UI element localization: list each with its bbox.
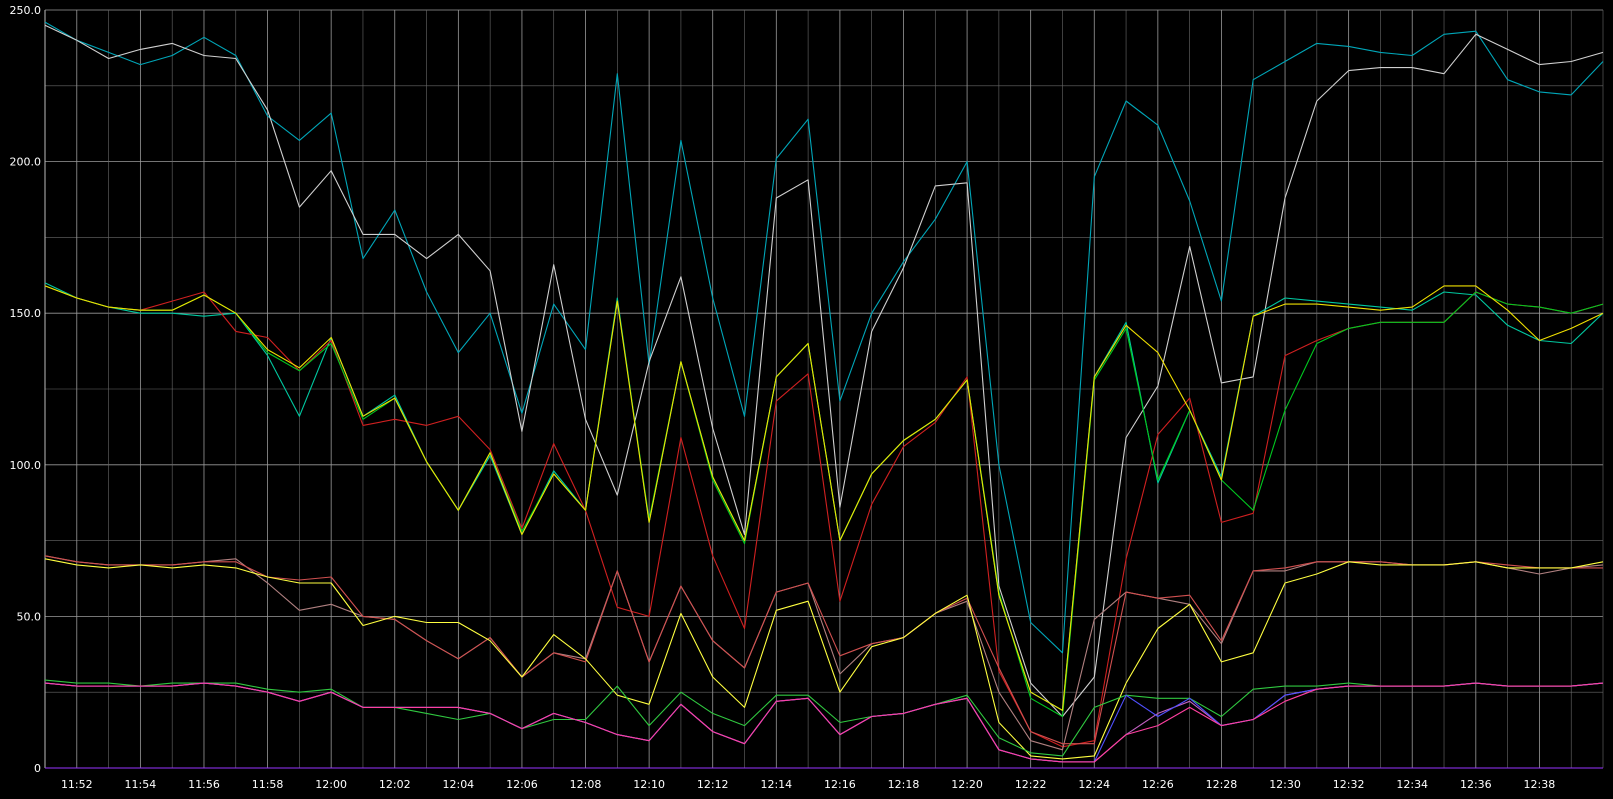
x-tick-label: 12:28 (1206, 778, 1238, 791)
x-tick-label: 12:36 (1460, 778, 1492, 791)
y-tick-label: 0 (34, 762, 41, 775)
x-tick-label: 11:52 (61, 778, 93, 791)
x-tick-label: 12:04 (442, 778, 474, 791)
x-tick-label: 11:58 (252, 778, 284, 791)
x-tick-label: 12:00 (315, 778, 347, 791)
x-tick-label: 12:22 (1015, 778, 1047, 791)
series-line-13 (44, 682, 1604, 763)
series-line-6 (44, 285, 1604, 711)
y-tick-label: 200.0 (10, 156, 42, 169)
x-tick-label: 12:10 (633, 778, 665, 791)
x-tick-label: 11:56 (188, 778, 220, 791)
y-tick-label: 50.0 (17, 610, 42, 623)
series-line-10 (44, 679, 1604, 757)
y-tick-label: 150.0 (10, 307, 42, 320)
grid (44, 9, 1604, 769)
x-tick-label: 12:08 (570, 778, 602, 791)
series-line-1 (44, 21, 1604, 654)
series-group (44, 21, 1604, 769)
x-tick-label: 12:26 (1142, 778, 1174, 791)
x-tick-label: 12:12 (697, 778, 729, 791)
y-axis-labels: 0 50.0 100.0 150.0 200.0 250.0 (10, 4, 42, 775)
x-tick-label: 12:02 (379, 778, 411, 791)
x-tick-label: 12:18 (888, 778, 920, 791)
y-tick-label: 250.0 (10, 4, 42, 17)
x-tick-label: 12:14 (760, 778, 792, 791)
x-tick-label: 12:38 (1524, 778, 1556, 791)
x-axis-labels: 11:52 11:54 11:56 11:58 12:00 12:02 12:04 12:06… (61, 778, 1555, 791)
series-line-8 (44, 555, 1603, 745)
x-tick-label: 12:24 (1078, 778, 1110, 791)
x-tick-label: 12:32 (1333, 778, 1365, 791)
x-tick-label: 12:16 (824, 778, 856, 791)
series-line-2 (44, 24, 1604, 718)
x-tick-label: 12:30 (1269, 778, 1301, 791)
x-tick-label: 11:54 (125, 778, 157, 791)
x-tick-label: 12:20 (951, 778, 983, 791)
y-tick-label: 100.0 (10, 459, 42, 472)
series-line-9 (44, 558, 1604, 760)
x-tick-label: 12:06 (506, 778, 538, 791)
x-tick-label: 12:34 (1396, 778, 1428, 791)
